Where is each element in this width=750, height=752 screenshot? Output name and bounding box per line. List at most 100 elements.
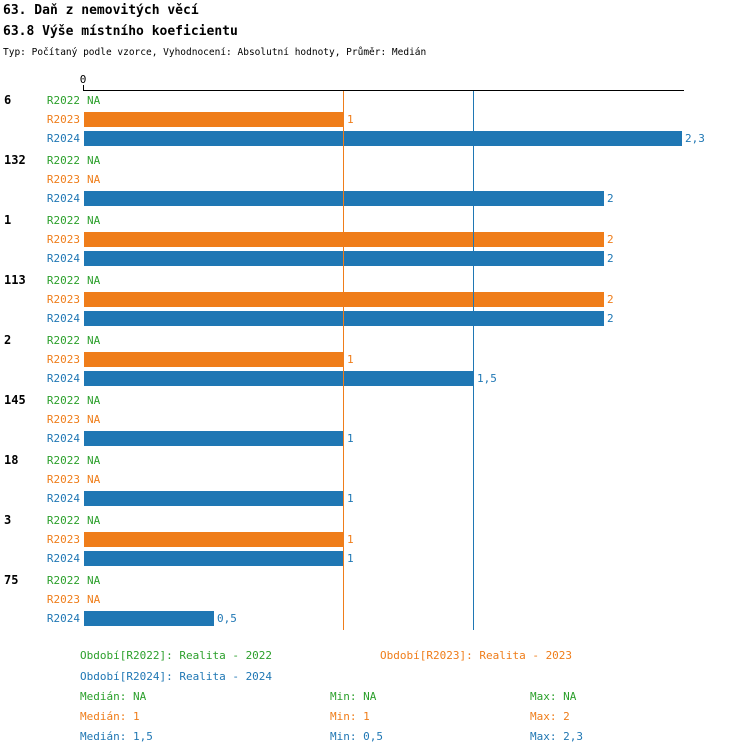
x-axis-zero-label: 0	[79, 73, 87, 86]
group-label-132: 132	[4, 153, 26, 167]
stat-min-r2024: Min: 0,5	[330, 730, 383, 743]
series-label-R2023: R2023	[46, 413, 80, 426]
bar-R2023	[84, 532, 344, 547]
value-label-R2022: NA	[87, 574, 101, 587]
series-label-R2022: R2022	[46, 274, 80, 287]
value-label-R2024: 2	[607, 192, 614, 205]
value-label-R2024: 2,3	[685, 132, 705, 145]
value-label-R2022: NA	[87, 394, 101, 407]
series-label-R2022: R2022	[46, 154, 80, 167]
series-label-R2024: R2024	[46, 132, 80, 145]
bar-R2024	[84, 251, 604, 266]
series-label-R2024: R2024	[46, 372, 80, 385]
group-label-18: 18	[4, 453, 19, 467]
value-label-R2022: NA	[87, 514, 101, 527]
stat-median-r2024: Medián: 1,5	[80, 730, 153, 743]
chart-subtitle: Typ: Počítaný podle vzorce, Vyhodnocení:…	[3, 47, 427, 58]
chart-title-line2: 63.8 Výše místního koeficientu	[3, 24, 238, 39]
legend-row-periods-1: Období[R2022]: Realita - 2022 Období[R20…	[0, 649, 750, 667]
legend-period-r2022: Období[R2022]: Realita - 2022	[80, 649, 273, 662]
series-label-R2023: R2023	[46, 293, 80, 306]
group-label-113: 113	[4, 273, 26, 287]
series-label-R2022: R2022	[46, 454, 80, 467]
value-label-R2023: 1	[347, 113, 354, 126]
value-label-R2023: 1	[347, 533, 354, 546]
series-label-R2024: R2024	[46, 612, 80, 625]
stats-row-r2022: Medián: NA Min: NA Max: NA	[0, 690, 750, 708]
bar-R2024	[84, 491, 344, 506]
value-label-R2022: NA	[87, 154, 101, 167]
series-label-R2022: R2022	[46, 574, 80, 587]
stat-min-r2022: Min: NA	[330, 690, 377, 703]
median-line-R2024	[473, 91, 474, 630]
value-label-R2023: 1	[347, 353, 354, 366]
legend-row-periods-2: Období[R2024]: Realita - 2024	[0, 670, 750, 688]
series-label-R2022: R2022	[46, 214, 80, 227]
series-label-R2023: R2023	[46, 113, 80, 126]
group-label-3: 3	[4, 513, 12, 527]
x-axis-line	[83, 90, 684, 91]
bar-R2023	[84, 292, 604, 307]
value-label-R2022: NA	[87, 454, 101, 467]
value-label-R2024: 0,5	[217, 612, 237, 625]
stat-median-r2022: Medián: NA	[80, 690, 147, 703]
series-label-R2024: R2024	[46, 432, 80, 445]
value-label-R2023: NA	[87, 593, 101, 606]
value-label-R2023: 2	[607, 293, 614, 306]
series-label-R2022: R2022	[46, 394, 80, 407]
stats-row-r2024: Medián: 1,5 Min: 0,5 Max: 2,3	[0, 730, 750, 748]
value-label-R2023: 2	[607, 233, 614, 246]
bar-R2024	[84, 311, 604, 326]
value-label-R2024: 1	[347, 492, 354, 505]
value-label-R2023: NA	[87, 473, 101, 486]
series-label-R2024: R2024	[46, 252, 80, 265]
value-label-R2024: 2	[607, 252, 614, 265]
group-label-2: 2	[4, 333, 12, 347]
series-label-R2022: R2022	[46, 334, 80, 347]
bar-R2023	[84, 352, 344, 367]
stats-row-r2023: Medián: 1 Min: 1 Max: 2	[0, 710, 750, 728]
stat-max-r2024: Max: 2,3	[530, 730, 583, 743]
value-label-R2024: 1,5	[477, 372, 497, 385]
group-label-6: 6	[4, 93, 12, 107]
stat-min-r2023: Min: 1	[330, 710, 370, 723]
stat-median-r2023: Medián: 1	[80, 710, 140, 723]
series-label-R2024: R2024	[46, 192, 80, 205]
series-label-R2023: R2023	[46, 353, 80, 366]
series-label-R2023: R2023	[46, 593, 80, 606]
series-label-R2024: R2024	[46, 492, 80, 505]
x-axis-zero-tick	[83, 85, 84, 90]
legend-period-r2024: Období[R2024]: Realita - 2024	[80, 670, 273, 683]
bar-R2023	[84, 112, 344, 127]
series-label-R2024: R2024	[46, 312, 80, 325]
value-label-R2024: 1	[347, 432, 354, 445]
series-label-R2023: R2023	[46, 233, 80, 246]
legend-period-r2023: Období[R2023]: Realita - 2023	[380, 649, 573, 662]
median-line-R2023	[343, 91, 344, 630]
bar-R2024	[84, 551, 344, 566]
value-label-R2023: NA	[87, 173, 101, 186]
value-label-R2022: NA	[87, 274, 101, 287]
series-label-R2022: R2022	[46, 514, 80, 527]
value-label-R2024: 1	[347, 552, 354, 565]
chart-title-line1: 63. Daň z nemovitých věcí	[3, 3, 199, 18]
bar-R2024	[84, 191, 604, 206]
group-label-1: 1	[4, 213, 12, 227]
series-label-R2023: R2023	[46, 473, 80, 486]
value-label-R2022: NA	[87, 94, 101, 107]
bar-R2024	[84, 431, 344, 446]
group-label-75: 75	[4, 573, 19, 587]
bar-R2024	[84, 371, 474, 386]
bar-R2024	[84, 611, 214, 626]
stat-max-r2023: Max: 2	[530, 710, 570, 723]
value-label-R2022: NA	[87, 334, 101, 347]
series-label-R2022: R2022	[46, 94, 80, 107]
series-label-R2024: R2024	[46, 552, 80, 565]
bar-R2024	[84, 131, 682, 146]
value-label-R2022: NA	[87, 214, 101, 227]
group-label-145: 145	[4, 393, 26, 407]
value-label-R2024: 2	[607, 312, 614, 325]
bar-R2023	[84, 232, 604, 247]
